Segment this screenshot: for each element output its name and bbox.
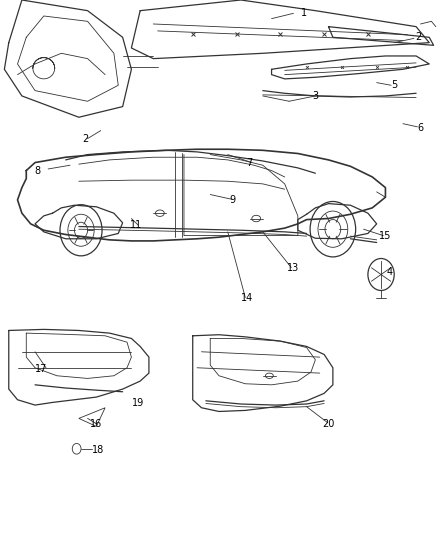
Text: 20: 20 — [322, 419, 335, 429]
Text: 17: 17 — [35, 364, 48, 374]
Text: 16: 16 — [90, 419, 102, 429]
Text: 15: 15 — [379, 231, 392, 240]
Text: 8: 8 — [34, 166, 40, 175]
Text: 9: 9 — [229, 195, 235, 205]
Text: 1: 1 — [301, 9, 307, 18]
Text: 13: 13 — [287, 263, 300, 272]
Text: 19: 19 — [132, 399, 144, 408]
Text: 7: 7 — [247, 158, 253, 167]
Text: 2: 2 — [415, 33, 421, 42]
Text: 6: 6 — [417, 123, 424, 133]
Text: 3: 3 — [312, 91, 318, 101]
Text: 11: 11 — [130, 220, 142, 230]
Text: 5: 5 — [391, 80, 397, 90]
Text: 2: 2 — [82, 134, 88, 143]
Text: 4: 4 — [387, 267, 393, 277]
Text: 14: 14 — [241, 294, 254, 303]
Text: 18: 18 — [92, 446, 105, 455]
